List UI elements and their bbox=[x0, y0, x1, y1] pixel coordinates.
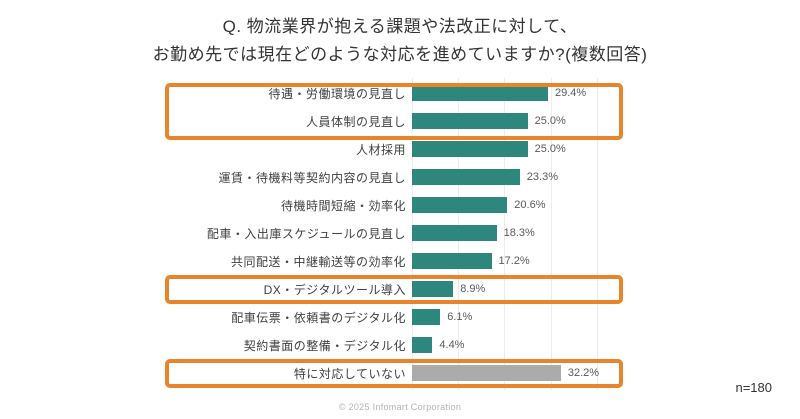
value-label: 29.4% bbox=[555, 87, 587, 99]
value-label: 20.6% bbox=[514, 199, 546, 211]
bar bbox=[412, 197, 508, 213]
category-label: 契約書面の整備・デジタル化 bbox=[243, 338, 406, 353]
value-label: 32.2% bbox=[567, 367, 600, 379]
value-label: 6.1% bbox=[447, 311, 473, 323]
value-label: 4.4% bbox=[439, 339, 465, 351]
chart-row: 待遇・労働環境の見直し 29.4% bbox=[0, 79, 800, 107]
chart-row: 待機時間短縮・効率化 20.6% bbox=[0, 191, 800, 219]
value-label: 8.9% bbox=[460, 283, 486, 295]
chart-title: Q. 物流業界が抱える課題や法改正に対して、 お勤め先では現在どのような対応を進… bbox=[0, 13, 800, 68]
chart-row: 配車・入出庫スケジュールの見直し 18.3% bbox=[0, 219, 800, 247]
gridline bbox=[551, 78, 552, 390]
category-label: 待遇・労働環境の見直し bbox=[268, 86, 406, 101]
bar bbox=[412, 365, 561, 381]
chart-row: 運賃・待機料等契約内容の見直し 23.3% bbox=[0, 163, 800, 191]
chart-row: 契約書面の整備・デジタル化 4.4% bbox=[0, 331, 800, 359]
bar bbox=[412, 225, 497, 241]
value-label: 23.3% bbox=[526, 171, 558, 183]
copyright-text: © 2025 Infomart Corporation bbox=[338, 402, 462, 412]
bar bbox=[412, 85, 548, 101]
chart-title-line2: お勤め先では現在どのような対応を進めていますか?(複数回答) bbox=[152, 44, 648, 64]
sample-size-label: n=180 bbox=[735, 380, 772, 395]
category-label: 配車伝票・依頼書のデジタル化 bbox=[231, 310, 406, 325]
value-label: 17.2% bbox=[498, 255, 530, 267]
gridline bbox=[504, 78, 505, 390]
chart-row: 配車伝票・依頼書のデジタル化 6.1% bbox=[0, 303, 800, 331]
value-label: 25.0% bbox=[534, 143, 566, 155]
bar bbox=[412, 169, 520, 185]
bar bbox=[412, 141, 528, 157]
chart-row: 人員体制の見直し 25.0% bbox=[0, 107, 800, 135]
category-label: 人員体制の見直し bbox=[305, 114, 406, 129]
bar bbox=[412, 253, 492, 269]
category-label: 運賃・待機料等契約内容の見直し bbox=[218, 170, 406, 185]
category-label: 特に対応していない bbox=[293, 366, 406, 381]
chart-row: 共同配送・中継輸送等の効率化 17.2% bbox=[0, 247, 800, 275]
value-label: 18.3% bbox=[503, 227, 535, 239]
category-label: 人材採用 bbox=[355, 142, 406, 157]
value-label: 25.0% bbox=[534, 115, 566, 127]
chart-title-line1: Q. 物流業界が抱える課題や法改正に対して、 bbox=[222, 17, 578, 36]
chart-row: 特に対応していない 32.2% bbox=[0, 359, 800, 387]
category-label: 共同配送・中継輸送等の効率化 bbox=[230, 254, 406, 269]
bar bbox=[412, 337, 433, 353]
chart-row: DX・デジタルツール導入 8.9% bbox=[0, 275, 800, 303]
chart-row: 人材採用 25.0% bbox=[0, 135, 800, 163]
bar bbox=[412, 281, 454, 297]
gridline bbox=[597, 78, 598, 390]
category-label: 配車・入出庫スケジュールの見直し bbox=[206, 226, 406, 241]
category-label: DX・デジタルツール導入 bbox=[263, 282, 406, 297]
category-label: 待機時間短縮・効率化 bbox=[280, 198, 406, 213]
bar bbox=[412, 113, 528, 129]
bar bbox=[412, 309, 441, 325]
